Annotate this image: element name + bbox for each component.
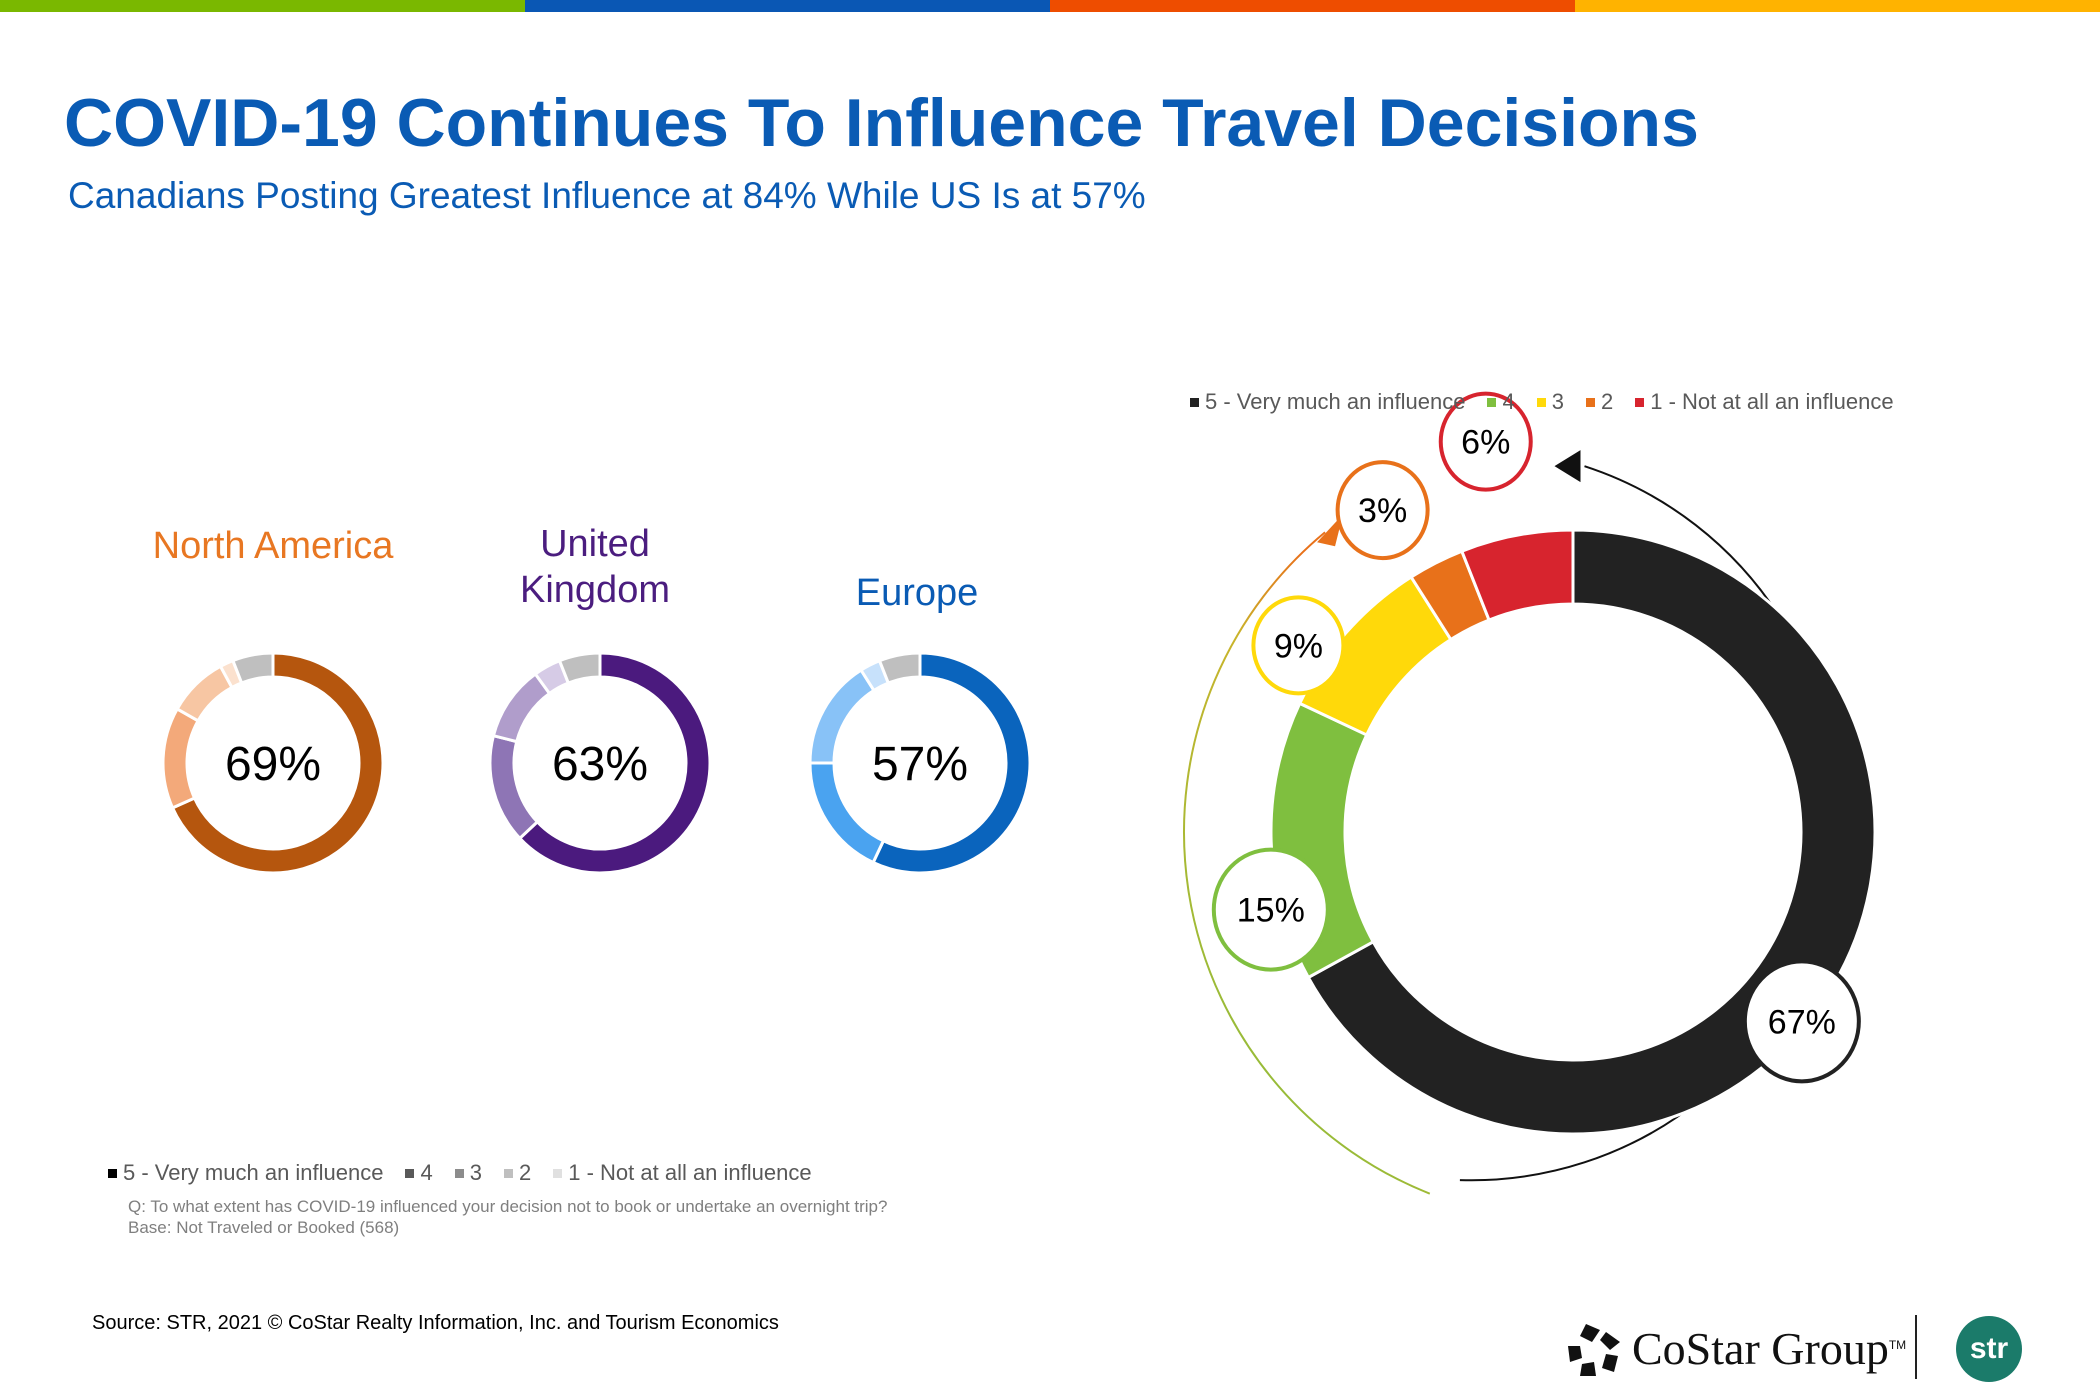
overall-segment-not-at-all — [1459, 528, 1575, 622]
legend-swatch — [553, 1168, 563, 1178]
legend-item-5: 5 - Very much an influence — [108, 1160, 383, 1186]
logo-divider — [1915, 1315, 1917, 1379]
donut-center-label: 69% — [225, 738, 321, 791]
donut-segment-very-much — [170, 651, 385, 875]
legend-item-4: 4 — [1487, 389, 1515, 415]
legend-item-1: 1 - Not at all an influence — [553, 1160, 812, 1186]
donut-north-america: 69% — [161, 651, 385, 875]
str-logo: str — [1956, 1316, 2022, 1382]
source-footnote: Source: STR, 2021 © CoStar Realty Inform… — [92, 1312, 779, 1334]
donut-europe: 57% — [808, 651, 1032, 875]
arrowhead-icon — [1317, 514, 1344, 547]
label-bubble — [1251, 595, 1346, 696]
legend-item-5: 5 - Very much an influence — [1190, 389, 1465, 415]
donut-segment-very-much — [871, 651, 1032, 875]
label-bubble — [1211, 847, 1330, 972]
region-label-europe: Europe — [855, 572, 979, 614]
legend-item-4: 4 — [405, 1160, 433, 1186]
donut-segment-level-4 — [488, 733, 540, 841]
donut-segment-very-much — [517, 651, 712, 875]
donut-segment-level-4 — [161, 706, 201, 810]
donut-segment-level-3 — [808, 668, 876, 765]
region-label-north-america: North America — [152, 525, 394, 567]
region-label-united-kingdom: United Kingdom — [520, 523, 670, 611]
page-title: COVID-19 Continues To Influence Travel D… — [64, 85, 1699, 161]
costar-group-logo: CoStar GroupTM — [1632, 1323, 1907, 1374]
legend-swatch — [108, 1168, 117, 1178]
legend-swatch — [503, 1168, 513, 1178]
legend-item-2: 2 — [503, 1160, 531, 1186]
overall-legend: 5 - Very much an influence 4 3 2 1 - Not… — [1190, 389, 1916, 415]
overall-label-bubble-level-2: 3% — [1335, 460, 1430, 561]
donut-united-kingdom: 63% — [488, 651, 712, 875]
overall-label-bubble-not-at-all: 6% — [1438, 391, 1533, 492]
overall-value-label: 67% — [1768, 1003, 1836, 1041]
legend-item-2: 2 — [1585, 389, 1613, 415]
donut-center-label: 63% — [552, 738, 648, 791]
stripe-blue — [525, 0, 1050, 12]
overall-segment-very-much — [1306, 528, 1877, 1136]
overall-label-bubble-level-4: 15% — [1211, 847, 1330, 972]
label-bubble — [1742, 959, 1861, 1084]
label-bubble — [1335, 460, 1430, 561]
overall-value-label: 15% — [1237, 892, 1305, 930]
legend-item-3: 3 — [1536, 389, 1564, 415]
label-bubble — [1438, 391, 1533, 492]
overall-label-bubble-level-3: 9% — [1251, 595, 1346, 696]
overall-value-label: 3% — [1358, 492, 1407, 530]
legend-swatch — [405, 1168, 415, 1178]
legend-item-3: 3 — [454, 1160, 482, 1186]
legend-swatch — [1536, 397, 1546, 407]
donut-center-label: 57% — [872, 738, 968, 791]
top-color-stripe — [0, 0, 2100, 12]
overall-value-label: 6% — [1461, 424, 1510, 462]
stripe-green — [0, 0, 525, 12]
arrowhead-icon — [1554, 450, 1581, 483]
stripe-yellow — [1575, 0, 2100, 12]
donut-segment-not-at-all — [557, 651, 602, 685]
donut-segment-not-at-all — [230, 651, 275, 685]
overall-label-bubble-very-much: 67% — [1742, 959, 1861, 1084]
legend-swatch — [1190, 397, 1199, 407]
page-subtitle: Canadians Posting Greatest Influence at … — [68, 175, 1146, 216]
legend-swatch — [1635, 397, 1645, 407]
overall-value-label: 9% — [1274, 627, 1323, 665]
survey-base-note: Base: Not Traveled or Booked (568) — [128, 1218, 400, 1237]
legend-swatch — [1487, 397, 1497, 407]
stripe-orange — [1050, 0, 1575, 12]
legend-swatch — [454, 1168, 464, 1178]
legend-swatch — [1585, 397, 1595, 407]
regional-legend: 5 - Very much an influence 4 3 2 1 - Not… — [108, 1160, 834, 1186]
legend-item-1: 1 - Not at all an influence — [1635, 389, 1894, 415]
costar-star-icon — [1568, 1324, 1620, 1376]
trademark-mark: TM — [1888, 1338, 1907, 1352]
lower-influence-arrow-arc — [1183, 531, 1431, 1195]
survey-question-note: Q: To what extent has COVID-19 influence… — [128, 1197, 888, 1216]
donut-segment-not-at-all — [877, 651, 922, 685]
